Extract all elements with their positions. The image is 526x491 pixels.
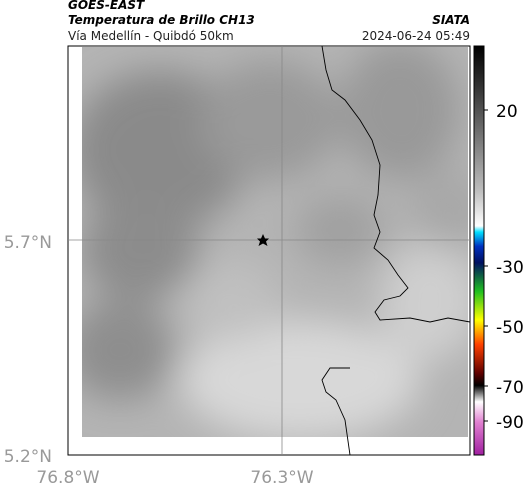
city-marker — [257, 234, 269, 246]
lon-tick-label: 76.3°W — [250, 468, 313, 488]
border-line — [321, 367, 351, 456]
border-line — [321, 45, 471, 323]
lat-tick-label: 5.7°N — [4, 233, 52, 253]
route: Vía Medellín - Quibdó 50km — [68, 29, 234, 43]
colorbar-tick-label: -90 — [496, 413, 524, 433]
colorbar-tick-label: 20 — [496, 102, 518, 122]
lon-tick-label: 76.8°W — [36, 468, 99, 488]
colorbar — [473, 45, 485, 456]
timestamp: 2024-06-24 05:49 — [362, 29, 470, 43]
colorbar-tick-label: -70 — [496, 378, 524, 398]
title: GOES-EAST — [68, 0, 145, 12]
lat-tick-label: 5.2°N — [4, 447, 52, 467]
colorbar-tick-label: -30 — [496, 258, 524, 278]
colorbar-tick-label: -50 — [496, 318, 524, 338]
satellite-image — [82, 47, 468, 437]
subtitle: Temperatura de Brillo CH13 — [68, 13, 255, 27]
colorbar-ticks — [484, 109, 488, 422]
source: SIATA — [432, 13, 470, 27]
